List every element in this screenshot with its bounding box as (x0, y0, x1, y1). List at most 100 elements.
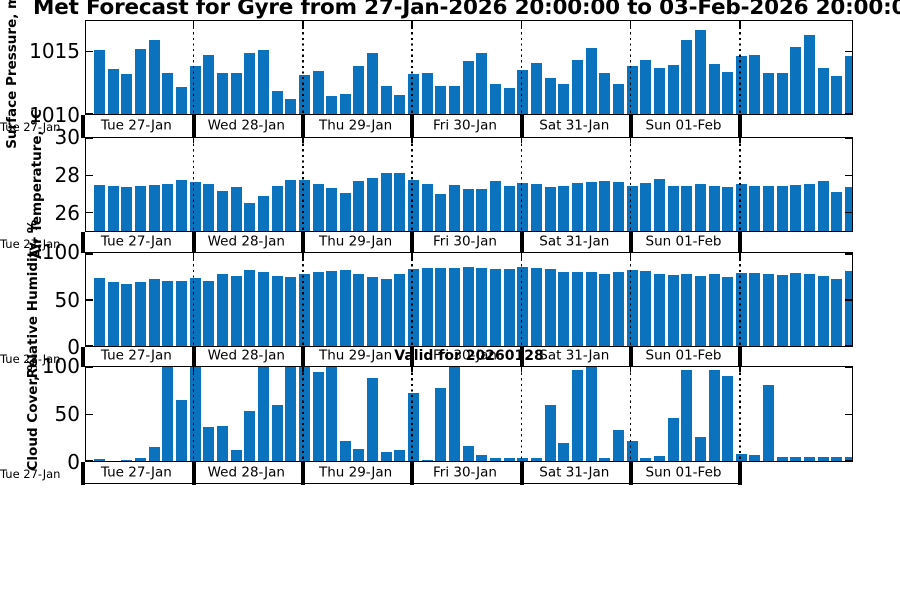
surface-pressure-bar (476, 53, 488, 114)
day-label: Thu 29-Jan (318, 116, 393, 133)
air-temperature-bar (667, 186, 679, 231)
cloud-cover-bar (216, 426, 228, 461)
day-boundary-tick (301, 114, 305, 138)
day-gridline (739, 253, 741, 346)
day-boundary-tick (301, 347, 305, 367)
surface-pressure-bar (804, 34, 816, 114)
day-boundary-tick (410, 114, 415, 138)
day-gridline (739, 366, 741, 461)
relative-humidity-bar (230, 276, 242, 346)
relative-humidity-bar (244, 270, 256, 346)
relative-humidity-bar (490, 269, 501, 346)
day-top-tick (520, 253, 523, 259)
day-label: Tue 27-Jan (100, 347, 172, 364)
surface-pressure-bar (421, 72, 433, 114)
air-temperature-bar (94, 184, 105, 231)
air-temperature-bar (817, 180, 829, 231)
relative-humidity-bar (298, 273, 310, 346)
air-temperature-bar (148, 184, 160, 231)
relative-humidity-bar (599, 274, 611, 346)
relative-humidity-bar (285, 277, 297, 346)
day-top-tick (629, 21, 632, 27)
cloud-cover-bar (394, 450, 406, 461)
relative-humidity-bar (271, 275, 283, 346)
surface-pressure-bar (244, 52, 256, 114)
air-temperature-bar (189, 181, 201, 231)
relative-humidity-bar (831, 279, 843, 346)
cloud-cover-bar (612, 430, 624, 461)
day-top-tick (192, 21, 195, 27)
surface-pressure-bar (203, 54, 215, 114)
cloud-cover-bar (831, 456, 843, 461)
relative-humidity-bar (804, 273, 816, 346)
air-temperature-bar (203, 183, 215, 231)
surface-pressure-plot (85, 20, 853, 115)
cloud-cover-ytick-label: 0 (67, 450, 80, 474)
y-tick-mark (86, 345, 93, 346)
day-boundary-tick (301, 232, 305, 253)
y-tick-mark (845, 413, 852, 416)
air-temperature-bar (312, 183, 324, 231)
day-boundary-tick (410, 232, 415, 253)
y-tick-mark (845, 211, 852, 214)
day-gridline (411, 137, 413, 231)
surface-pressure-bar (285, 99, 297, 114)
day-top-tick (192, 137, 195, 143)
relative-humidity-bar (203, 281, 215, 346)
valid-for-label: Valid for 20260128 (394, 347, 544, 364)
day-gridline (302, 366, 304, 461)
cloud-cover-bar (490, 458, 501, 461)
surface-pressure-bar (175, 87, 187, 114)
air-temperature-bar (653, 179, 665, 231)
air-temperature-bar (326, 188, 338, 231)
y-tick-mark (86, 299, 93, 301)
day-label: Sat 31-Jan (539, 464, 610, 481)
surface-pressure-bar (544, 78, 556, 114)
relative-humidity-bar (558, 271, 570, 346)
surface-pressure-bar (735, 56, 747, 114)
surface-pressure-bar (531, 62, 542, 114)
air-temperature-bar (380, 172, 392, 231)
air-temperature-bar (626, 185, 638, 231)
surface-pressure-bar (763, 72, 775, 114)
air-temperature-bar (722, 187, 734, 231)
y-tick-mark (86, 137, 93, 140)
day-top-tick (411, 366, 413, 372)
day-gridline (739, 137, 741, 231)
relative-humidity-ytick-label: 0 (67, 335, 80, 359)
relative-humidity-bar (121, 284, 133, 346)
cloud-cover-bar (353, 448, 365, 461)
surface-pressure-bar (367, 52, 379, 114)
air-temperature-bar (230, 187, 242, 231)
relative-humidity-bar (749, 273, 761, 346)
relative-humidity-bar (776, 274, 788, 346)
y-tick-mark (86, 366, 93, 369)
day-boundary-tick (738, 462, 743, 485)
day-boundary-tick (81, 114, 85, 138)
cloud-cover-bar (749, 455, 761, 461)
air-temperature-bar (681, 185, 693, 231)
cloud-cover-bar (599, 458, 611, 461)
air-temperature-bar (135, 186, 146, 231)
cloud-cover-bar (626, 441, 638, 461)
surface-pressure-bar (749, 54, 761, 114)
cloud-cover-bar (776, 456, 788, 461)
surface-pressure-ytick-label: 1015 (29, 38, 80, 63)
air-temperature-bar (640, 182, 652, 231)
air-temperature-ytick-label: 30 (54, 124, 80, 149)
y-tick-mark (86, 413, 93, 416)
air-temperature-bar (339, 192, 351, 231)
day-gridline (520, 366, 523, 461)
air-temperature-bar (285, 179, 297, 231)
air-temperature-bar (749, 185, 761, 231)
surface-pressure-ytick-label: 1010 (29, 102, 80, 127)
relative-humidity-bar (394, 274, 406, 346)
relative-humidity-bar (531, 268, 542, 346)
day-gridline (520, 137, 523, 231)
air-temperature-bar (544, 187, 556, 231)
relative-humidity-bar (421, 267, 433, 346)
row-bottom-line (85, 482, 742, 484)
y-tick-mark (845, 366, 852, 369)
air-temperature-plot (85, 136, 853, 232)
y-tick-mark (86, 174, 93, 177)
